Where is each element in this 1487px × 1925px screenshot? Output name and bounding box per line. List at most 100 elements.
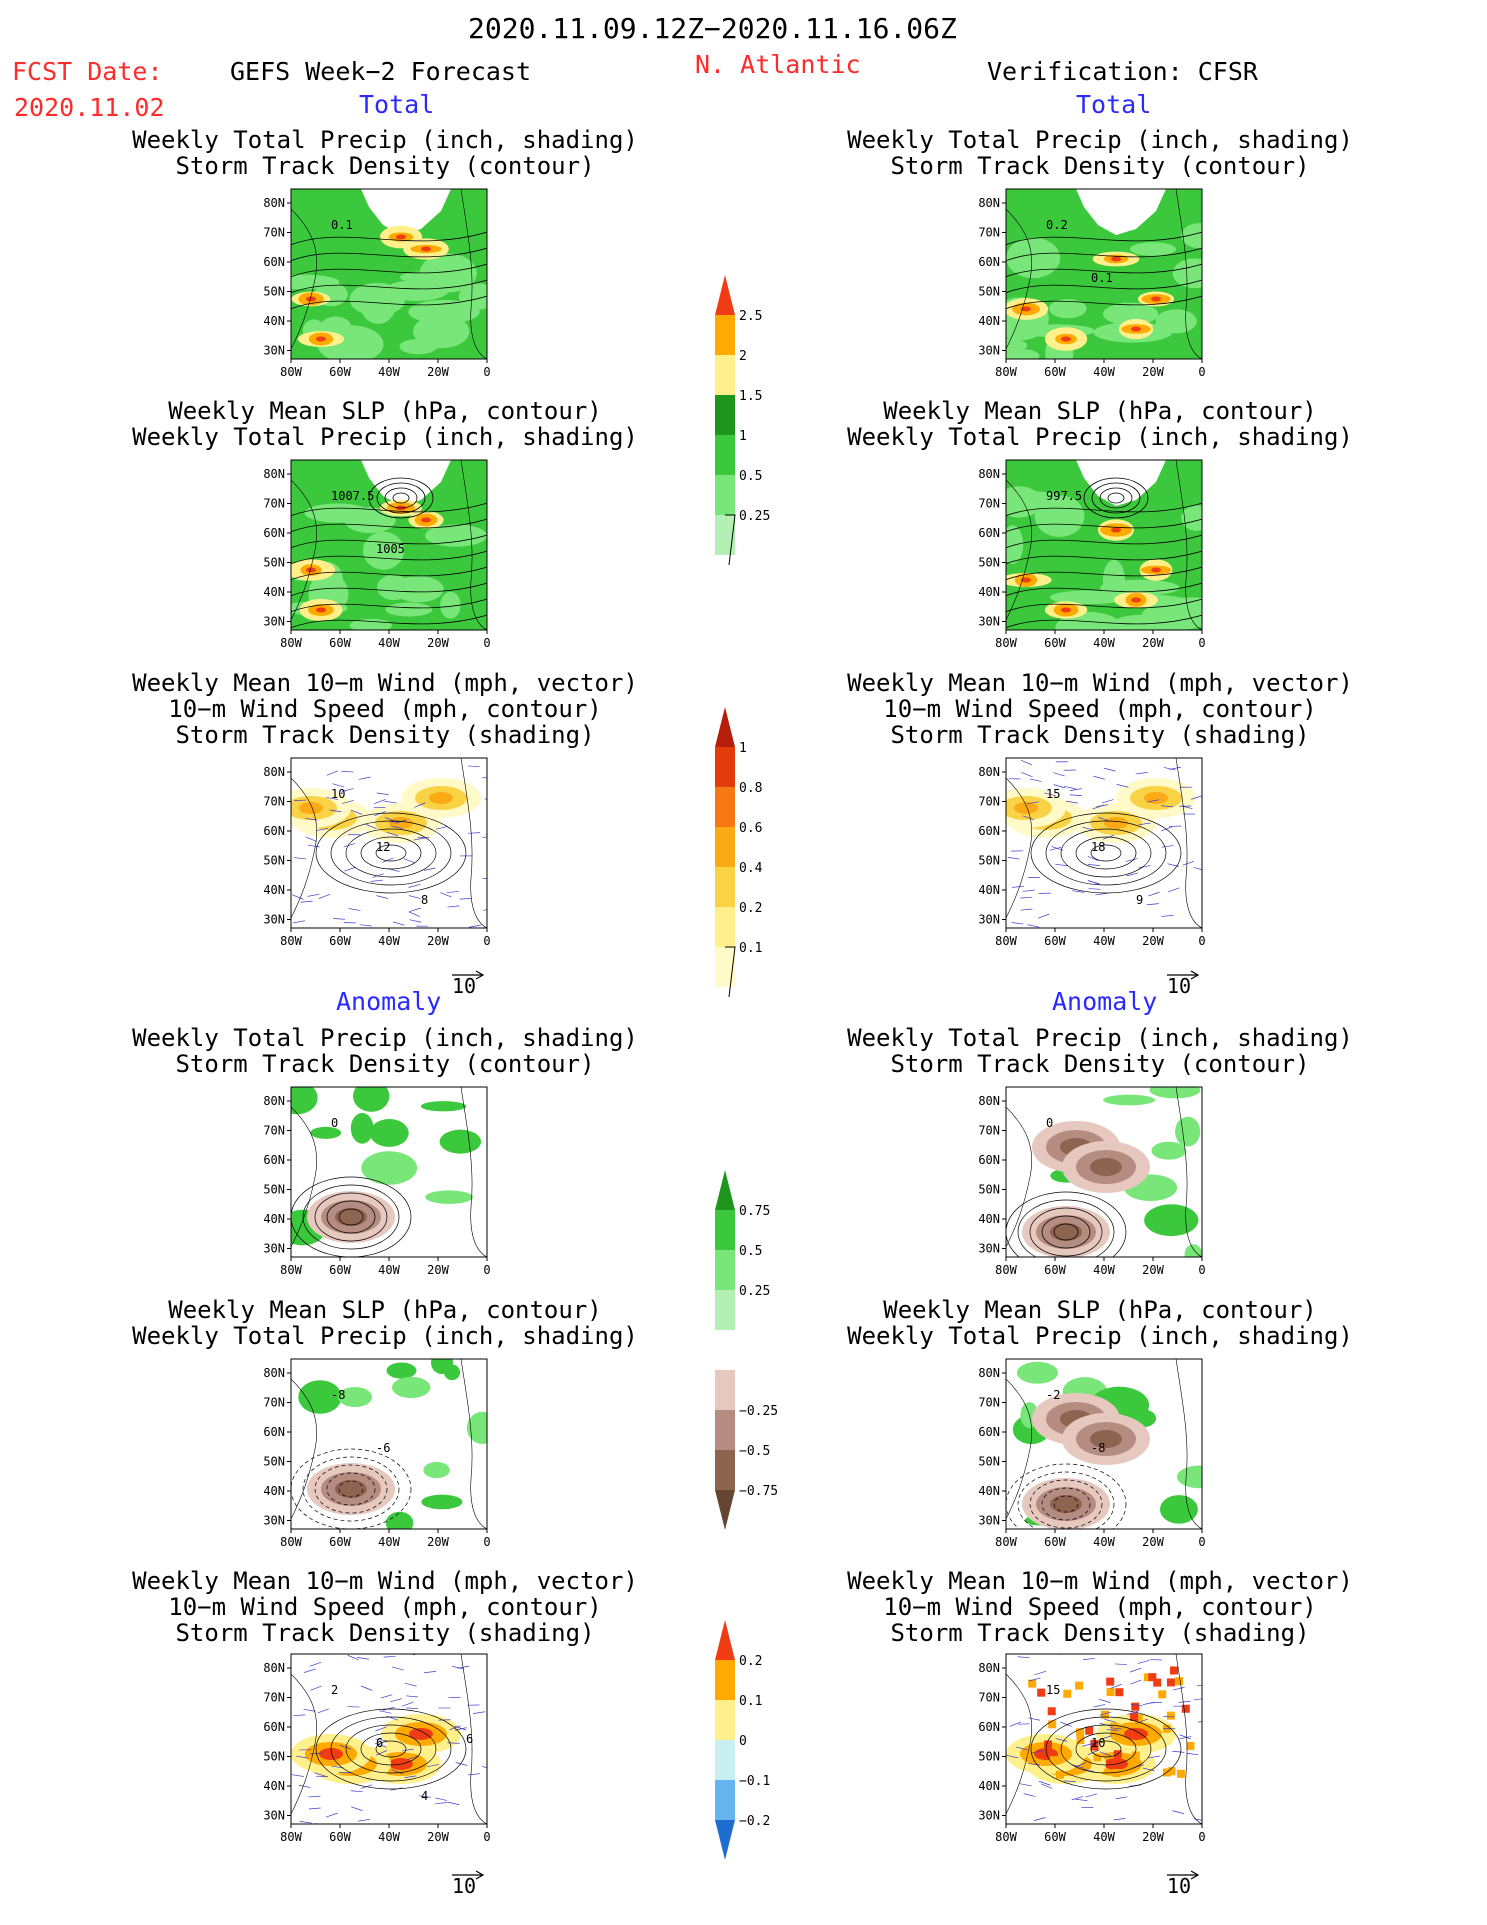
panel-title: Weekly Mean SLP (hPa, contour) Weekly To… [847, 397, 1353, 451]
lat-tick-label: 40N [263, 1212, 285, 1226]
contour-label: 15 [1046, 1683, 1060, 1697]
lat-tick-label: 80N [263, 467, 285, 481]
lat-tick-label: 50N [978, 1183, 1000, 1197]
colorbar-swatch [715, 1740, 735, 1780]
lat-tick-label: 70N [978, 1124, 1000, 1138]
colorbar-level-label: 0.8 [739, 781, 762, 796]
lon-tick-label: 20W [1142, 1830, 1164, 1844]
contour-label: 12 [376, 840, 390, 854]
lat-tick-label: 80N [263, 1366, 285, 1380]
anomaly-label-left: Anomaly [336, 987, 442, 1016]
lon-tick-label: 60W [329, 1535, 351, 1549]
lat-tick-label: 60N [978, 824, 1000, 838]
panel-title: Weekly Total Precip (inch, shading) Stor… [847, 126, 1353, 180]
lon-tick-label: 0 [483, 934, 490, 948]
lon-tick-label: 20W [427, 1830, 449, 1844]
lon-tick-label: 80W [280, 365, 302, 379]
colorbar-level-label: −0.5 [739, 1444, 770, 1459]
colorbar-swatch [715, 827, 735, 867]
lat-tick-label: 30N [978, 1242, 1000, 1256]
contour-label: 10 [331, 787, 345, 801]
map-svg: 15 18 9 80N 70N 60N 50N 40N 30N 80W 60W 40W 20W 0 [978, 757, 1206, 948]
colorbar-level-label: 0.2 [739, 1654, 762, 1669]
lat-tick-label: 40N [978, 1484, 1000, 1498]
map-svg: 1007.5 1005 80N 70N 60N 50N 40N 30N 80W 60W 40W 20W… [263, 459, 491, 650]
colorbar-swatch [715, 1700, 735, 1740]
lon-tick-label: 0 [1198, 1830, 1205, 1844]
map-panel-verif-total-precip: 0.2 0.1 80N 70N 60N 50N 40N 30N 80W 60W 40W 20W 0 [960, 185, 1220, 397]
contour-label: 15 [1046, 787, 1060, 801]
lat-tick-label: 40N [263, 1484, 285, 1498]
map-svg: 10 12 8 80N 70N 60N 50N 40N 30N 80W 60W 40W 20W 0 [263, 757, 491, 948]
vector-ref-arrow [1165, 1862, 1201, 1886]
map-panel-verif-total-wind: 15 18 9 80N 70N 60N 50N 40N 30N 80W 60W 40W 20W 0 [960, 754, 1220, 966]
lat-tick-label: 80N [978, 1094, 1000, 1108]
lat-tick-label: 70N [263, 1396, 285, 1410]
lon-tick-label: 40W [1093, 1830, 1115, 1844]
colorbar-level-label: 0.6 [739, 821, 762, 836]
colorbar-swatch [715, 475, 735, 515]
lon-tick-label: 40W [1093, 934, 1115, 948]
colorbar-track-total: 0.1 0.2 0.4 0.6 0.8 1 [715, 697, 805, 1021]
colorbar-level-label: −0.25 [739, 1404, 778, 1419]
colorbar-level-label: −0.1 [739, 1774, 770, 1789]
lon-tick-label: 20W [427, 934, 449, 948]
contour-label: 0.1 [331, 218, 353, 232]
colorbar-level-label: 1.5 [739, 389, 762, 404]
total-label-left: Total [359, 90, 435, 119]
lon-tick-label: 80W [995, 365, 1017, 379]
panel-title: Weekly Mean 10−m Wind (mph, vector) 10−m… [132, 1567, 638, 1647]
lat-tick-label: 50N [263, 1750, 285, 1764]
lat-tick-label: 60N [978, 1153, 1000, 1167]
panel-title: Weekly Mean SLP (hPa, contour) Weekly To… [132, 397, 638, 451]
colorbar-level-label: 0.5 [739, 469, 762, 484]
lat-tick-label: 70N [978, 1691, 1000, 1705]
lat-tick-label: 30N [978, 913, 1000, 927]
lat-tick-label: 30N [978, 1809, 1000, 1823]
colorbar-level-label: 1 [739, 741, 747, 756]
lat-tick-label: 70N [978, 1396, 1000, 1410]
colorbar-level-label: −0.75 [739, 1484, 778, 1499]
map-panel-forecast-anom-slp: -8 -6 80N 70N 60N 50N 40N 30N 80W 60W 40W 20W 0 [245, 1355, 505, 1567]
colorbar-swatch [715, 1290, 735, 1330]
lon-tick-label: 40W [1093, 1263, 1115, 1277]
lat-tick-label: 70N [978, 497, 1000, 511]
map-panel-forecast-total-wind: 10 12 8 80N 70N 60N 50N 40N 30N 80W 60W 40W 20W 0 [245, 754, 505, 966]
map-panel-verif-anom-wind: 15 10 80N 70N 60N 50N 40N 30N 80W 60W 40W 20W 0 [960, 1650, 1220, 1862]
colorbar-level-label: 0.4 [739, 861, 763, 876]
map-panel-forecast-total-slp: 1007.5 1005 80N 70N 60N 50N 40N 30N 80W 60W 40W 20W… [245, 456, 505, 668]
lat-tick-label: 40N [263, 585, 285, 599]
colorbar-swatch [715, 1450, 735, 1490]
lat-tick-label: 30N [263, 1809, 285, 1823]
colorbar-swatch [715, 1820, 735, 1860]
lon-tick-label: 80W [280, 1535, 302, 1549]
map-panel-forecast-anom-wind: 2 6 4 6 80N 70N 60N 50N 40N 30N 80W 60W 40W 20W 0 [245, 1650, 505, 1862]
lat-tick-label: 80N [263, 1094, 285, 1108]
lon-tick-label: 60W [1044, 934, 1066, 948]
lon-tick-label: 80W [280, 934, 302, 948]
lat-tick-label: 60N [263, 1720, 285, 1734]
lon-tick-label: 80W [995, 1535, 1017, 1549]
lon-tick-label: 0 [483, 1263, 490, 1277]
lat-tick-label: 50N [978, 556, 1000, 570]
contour-label: 0.1 [1091, 271, 1113, 285]
lat-tick-label: 30N [263, 1242, 285, 1256]
lat-tick-label: 50N [978, 1750, 1000, 1764]
lat-tick-label: 80N [978, 196, 1000, 210]
lon-tick-label: 40W [1093, 636, 1115, 650]
colorbar-svg: 0.1 0.2 0.4 0.6 0.8 1 [715, 707, 763, 998]
lat-tick-label: 30N [978, 344, 1000, 358]
region-title: N. Atlantic [695, 50, 861, 79]
map-panel-verif-anom-slp: -2 -8 80N 70N 60N 50N 40N 30N 80W 60W 40W 20W 0 [960, 1355, 1220, 1567]
lat-tick-label: 80N [978, 467, 1000, 481]
lon-tick-label: 0 [1198, 1263, 1205, 1277]
colorbar-swatch [715, 947, 735, 987]
lon-tick-label: 20W [1142, 365, 1164, 379]
lat-tick-label: 80N [978, 765, 1000, 779]
lat-tick-label: 60N [978, 526, 1000, 540]
lat-tick-label: 50N [978, 285, 1000, 299]
lon-tick-label: 40W [378, 636, 400, 650]
map-svg: -8 -6 80N 70N 60N 50N 40N 30N 80W 60W 40W 20W 0 [263, 1358, 491, 1549]
lon-tick-label: 40W [378, 934, 400, 948]
lat-tick-label: 40N [263, 883, 285, 897]
